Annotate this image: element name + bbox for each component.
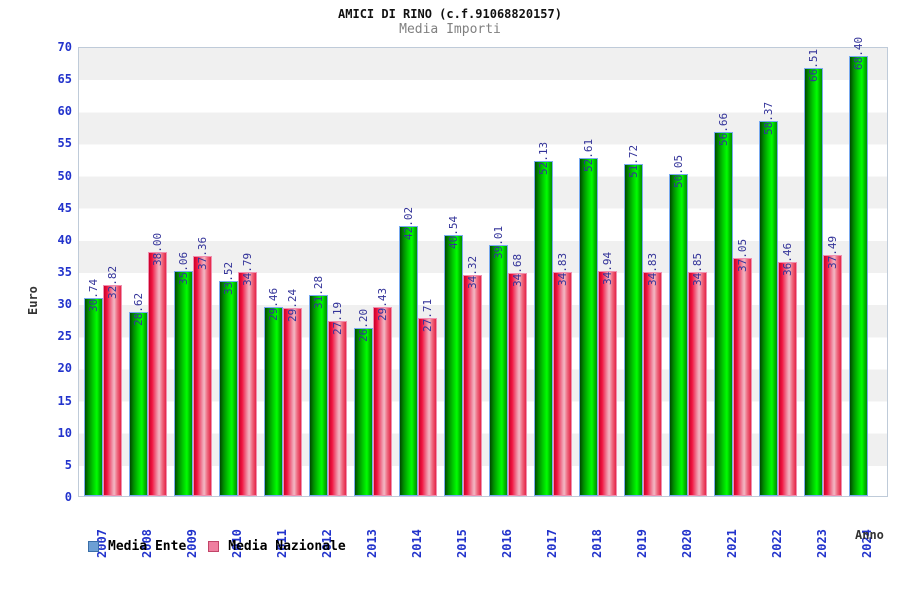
category-2018: 52.61 34.94	[574, 46, 619, 496]
category-2023: 66.51 37.49	[799, 46, 844, 496]
category-2022: 58.37 36.46	[754, 46, 799, 496]
bar-media-ente-2007	[84, 298, 103, 496]
category-2014: 42.02 27.71	[394, 46, 439, 496]
bar-media-nazionale-2007	[103, 285, 122, 496]
bar-media-nazionale-2022	[778, 261, 797, 496]
bar-media-ente-2023	[804, 68, 823, 496]
y-axis-tick-label: 0	[64, 490, 72, 504]
bar-media-ente-2013	[354, 327, 373, 496]
legend-item-media-ente: Media Ente	[88, 539, 186, 554]
legend: Media Ente Media Nazionale	[88, 539, 346, 554]
y-axis-tick-label: 50	[57, 168, 72, 183]
bar-media-ente-2022	[759, 120, 778, 496]
bar-media-nazionale-2016	[508, 273, 527, 496]
bar-media-ente-2021	[714, 131, 733, 496]
category-2019: 51.72 34.83	[619, 46, 664, 496]
bar-media-ente-2015	[444, 235, 463, 496]
bar-media-nazionale-2014	[418, 317, 437, 496]
bar-media-ente-2020	[669, 174, 688, 496]
category-2013: 26.20 29.43	[349, 46, 394, 496]
legend-swatch-media-nazionale	[208, 541, 220, 552]
bar-media-nazionale-2008	[148, 251, 167, 496]
y-axis-tick-label: 65	[57, 72, 72, 87]
bar-media-ente-2017	[534, 160, 553, 496]
bar-media-nazionale-2019	[643, 272, 662, 496]
category-2020: 50.05 34.85	[664, 46, 709, 496]
bar-media-nazionale-2012	[328, 321, 347, 496]
y-axis-tick-label: 40	[57, 232, 72, 247]
y-axis-tick-label: 10	[57, 425, 72, 440]
category-2007: 30.74 32.82	[79, 46, 124, 496]
bar-media-nazionale-2013	[373, 306, 392, 496]
category-2016: 39.01 34.68	[484, 46, 529, 496]
category-2010: 33.52 34.79	[214, 46, 259, 496]
bar-media-ente-2014	[399, 225, 418, 496]
bar-media-ente-2010	[219, 280, 238, 496]
y-axis-tick-label: 30	[57, 297, 72, 312]
bar-media-ente-2011	[264, 306, 283, 496]
bar-media-ente-2009	[174, 270, 193, 496]
bar-media-ente-2012	[309, 294, 328, 496]
chart-title: AMICI DI RINO (c.f.91068820157)	[338, 7, 562, 21]
bar-media-nazionale-2009	[193, 255, 212, 496]
legend-label-media-ente: Media Ente	[108, 539, 187, 554]
category-2024: 68.40	[844, 37, 889, 496]
bar-media-ente-2016	[489, 245, 508, 496]
y-axis-tick-label: 15	[57, 393, 72, 408]
category-2009: 35.06 37.36	[169, 46, 214, 496]
bar-media-ente-2008	[129, 312, 148, 496]
y-axis-tick-label: 45	[57, 200, 72, 215]
category-2017: 52.13 34.83	[529, 46, 574, 496]
plot-area: 30.74 32.82 28.62 38.00 35.06 37.36 33.52 34.79…	[78, 37, 889, 497]
bar-media-ente-2018	[579, 157, 598, 496]
legend-label-media-nazionale: Media Nazionale	[228, 539, 346, 554]
category-2008: 28.62 38.00	[124, 46, 169, 496]
category-2021: 56.66 37.05	[709, 46, 754, 496]
y-axis-tick-label: 60	[57, 104, 72, 119]
legend-item-media-nazionale: Media Nazionale	[208, 539, 346, 554]
bar-media-nazionale-2017	[553, 272, 572, 496]
bar-media-nazionale-2020	[688, 271, 707, 496]
category-2012: 31.28 27.19	[304, 46, 349, 496]
y-axis-tick-label: 70	[57, 40, 72, 54]
y-axis-tick-label: 20	[57, 361, 72, 376]
bar-media-nazionale-2023	[823, 255, 842, 496]
y-axis-tick-label: 5	[64, 457, 72, 472]
bar-media-nazionale-2018	[598, 271, 617, 496]
legend-swatch-media-ente	[88, 541, 99, 552]
bar-media-ente-2024	[849, 56, 868, 496]
x-axis-title: Anno	[855, 528, 884, 542]
bar-media-nazionale-2010	[238, 272, 257, 496]
bar-media-ente-2019	[624, 163, 643, 496]
chart-subtitle: Media Importi	[399, 22, 501, 37]
bar-media-nazionale-2015	[463, 275, 482, 496]
y-axis-tick-label: 55	[57, 136, 72, 151]
category-2011: 29.46 29.24	[259, 46, 304, 496]
bar-media-nazionale-2021	[733, 257, 752, 496]
bar-media-nazionale-2011	[283, 308, 302, 496]
y-axis-tick-label: 35	[57, 265, 72, 279]
y-axis-tick-label: 25	[57, 329, 72, 344]
category-2015: 40.54 34.32	[439, 46, 484, 496]
